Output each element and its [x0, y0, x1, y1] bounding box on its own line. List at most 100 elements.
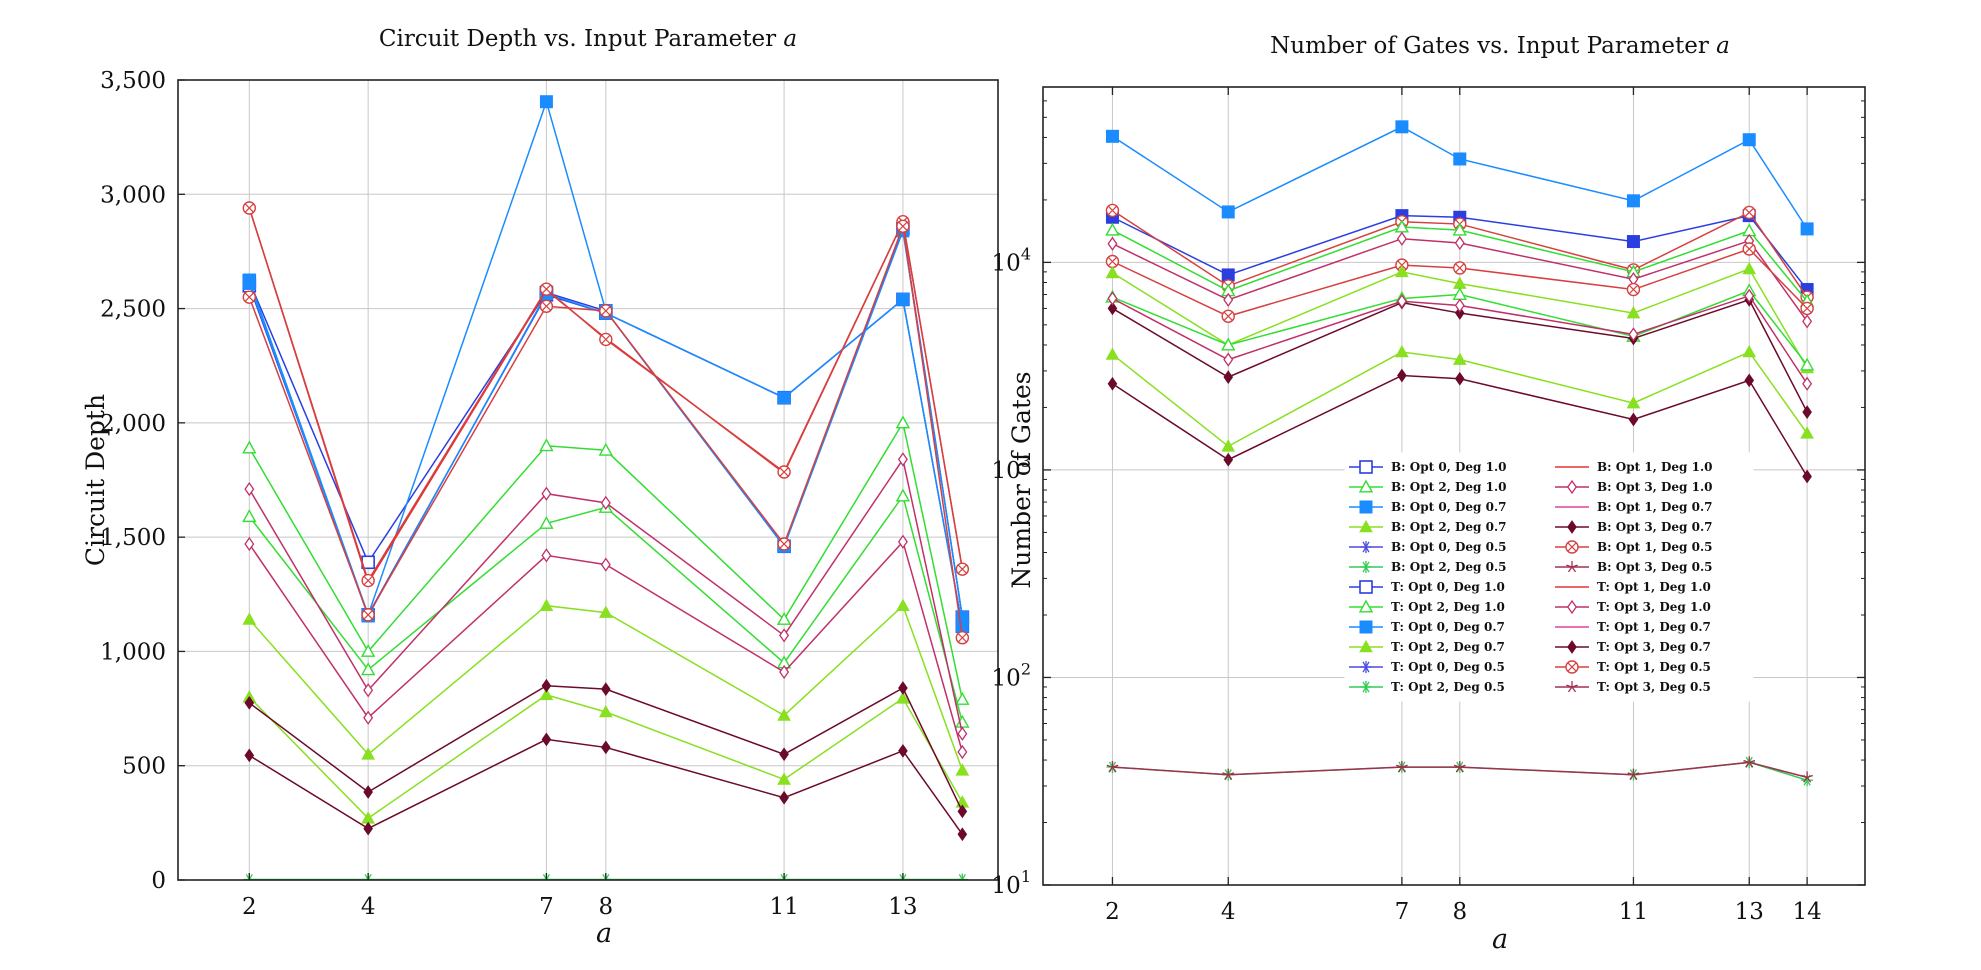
gates-legend-entry: B: Opt 1, Deg 0.5: [1555, 540, 1713, 554]
gates-legend-entry: T: Opt 2, Deg 0.5: [1349, 680, 1505, 694]
gates-data-point: [1800, 426, 1814, 439]
gates-data-point: [1627, 768, 1640, 780]
gates-series: [1106, 756, 1814, 783]
gates-y-tick-label: 101: [992, 867, 1031, 899]
legend-label: B: Opt 3, Deg 1.0: [1597, 480, 1713, 494]
gates-y-tick-label: 102: [992, 659, 1031, 691]
gates-data-point: [1626, 194, 1640, 208]
depth-gridlines: [178, 79, 998, 881]
legend-label: B: Opt 1, Deg 0.5: [1597, 540, 1713, 554]
legend-marker-sample: [1565, 540, 1579, 554]
legend-label: T: Opt 3, Deg 1.0: [1597, 600, 1711, 614]
gates-data-point: [1105, 265, 1120, 279]
gates-data-point: [1107, 291, 1118, 306]
depth-data-point: [777, 391, 791, 405]
gates-data-point: [1395, 344, 1409, 358]
depth-y-axis-label: Circuit Depth: [81, 394, 110, 566]
legend-marker-sample: [1567, 599, 1577, 615]
gates-data-point: [1105, 222, 1120, 236]
gates-series: [1107, 231, 1813, 329]
gates-chart: Number of Gates vs. Input Parameter a 10…: [992, 33, 1866, 955]
legend-label: T: Opt 3, Deg 0.5: [1597, 680, 1711, 694]
gates-legend-entry: B: Opt 3, Deg 0.5: [1555, 560, 1713, 574]
depth-data-point: [600, 495, 611, 510]
legend-label: T: Opt 2, Deg 0.5: [1391, 680, 1505, 694]
depth-x-tick-label: 13: [888, 894, 917, 920]
depth-data-point: [600, 557, 611, 572]
legend-marker-sample: [1359, 500, 1373, 514]
depth-data-point: [598, 605, 613, 618]
gates-data-point: [1107, 301, 1118, 316]
depth-data-point: [541, 548, 552, 563]
gates-legend-entry: B: Opt 0, Deg 0.7: [1349, 500, 1507, 514]
legend-label: B: Opt 0, Deg 1.0: [1391, 460, 1507, 474]
gates-data-point: [1223, 292, 1234, 307]
depth-series: [244, 452, 968, 741]
depth-data-point: [539, 515, 554, 529]
gates-legend-entry: B: Opt 3, Deg 1.0: [1555, 479, 1713, 495]
depth-series: [242, 598, 970, 776]
gates-legend-box: [1344, 452, 1754, 702]
depth-data-point: [777, 708, 791, 721]
depth-y-tick-label: 3,500: [100, 68, 166, 94]
gates-y-ticks: 101 102 103 104: [992, 86, 1865, 899]
legend-marker-sample: [1567, 479, 1577, 495]
depth-data-point: [896, 598, 910, 612]
depth-data-point: [777, 772, 791, 785]
gates-legend: B: Opt 0, Deg 1.0 B: Opt 1, Deg 1.0 B: Opt…: [1344, 452, 1754, 702]
gates-data-point: [1742, 261, 1757, 275]
gates-legend-entry: T: Opt 1, Deg 0.5: [1555, 660, 1711, 674]
gates-plot-frame: [1042, 86, 1866, 886]
gates-data-point: [1453, 152, 1467, 166]
gates-series: [1105, 242, 1814, 323]
legend-marker-sample: [1360, 541, 1372, 553]
gates-data-point: [1802, 376, 1813, 391]
legend-marker-sample: [1359, 580, 1373, 594]
depth-data-point: [541, 486, 552, 501]
gates-data-point: [1221, 205, 1235, 219]
depth-data-point: [779, 747, 789, 762]
depth-data-point: [895, 415, 911, 429]
depth-data-point: [957, 804, 968, 819]
depth-chart-title: Circuit Depth vs. Input Parameter a: [379, 26, 797, 52]
legend-label: T: Opt 2, Deg 0.7: [1391, 640, 1505, 654]
legend-label: B: Opt 1, Deg 1.0: [1597, 460, 1713, 474]
gates-data-point: [1801, 771, 1814, 783]
gates-data-point: [1221, 439, 1236, 452]
legend-label: B: Opt 3, Deg 0.5: [1597, 560, 1713, 574]
gates-legend-entry: T: Opt 1, Deg 1.0: [1555, 580, 1711, 594]
depth-data-point: [598, 704, 613, 718]
gates-legend-entry: T: Opt 0, Deg 1.0: [1349, 580, 1505, 594]
depth-data-point: [539, 282, 554, 296]
depth-plot-frame: [177, 79, 999, 881]
depth-data-point: [363, 710, 374, 725]
depth-series: [244, 678, 968, 819]
gates-data-point: [1742, 205, 1756, 220]
gates-data-point: [1222, 768, 1235, 780]
gates-legend-entry: B: Opt 3, Deg 0.7: [1555, 520, 1713, 534]
depth-data-point: [361, 608, 375, 622]
gates-legend-entry: T: Opt 1, Deg 0.7: [1555, 620, 1711, 634]
depth-data-point: [955, 631, 970, 645]
gates-data-point: [1221, 309, 1235, 323]
gates-data-point: [1223, 352, 1234, 367]
legend-marker-sample: [1359, 639, 1373, 653]
legend-marker-sample: [1566, 681, 1578, 693]
depth-data-point: [955, 619, 969, 633]
gates-data-point: [1742, 344, 1757, 358]
depth-x-ticks: 2 4 7 8 11 13: [242, 873, 918, 920]
legend-label: T: Opt 1, Deg 1.0: [1597, 580, 1711, 594]
legend-label: T: Opt 1, Deg 0.7: [1597, 620, 1711, 634]
depth-data-point: [779, 664, 790, 680]
gates-legend-entry: T: Opt 3, Deg 0.7: [1555, 640, 1711, 654]
depth-chart: Circuit Depth vs. Input Parameter a 0 500…: [81, 26, 999, 949]
gates-legend-entry: B: Opt 1, Deg 0.7: [1555, 500, 1713, 514]
depth-data-point: [244, 748, 255, 763]
depth-x-tick-label: 2: [242, 894, 257, 920]
gates-data-point: [1223, 370, 1234, 384]
legend-marker-sample: [1360, 681, 1372, 693]
legend-label: B: Opt 3, Deg 0.7: [1597, 520, 1713, 534]
legend-marker-sample: [1359, 460, 1373, 474]
gates-data-point: [1221, 337, 1236, 351]
depth-x-tick-label: 8: [599, 894, 614, 920]
